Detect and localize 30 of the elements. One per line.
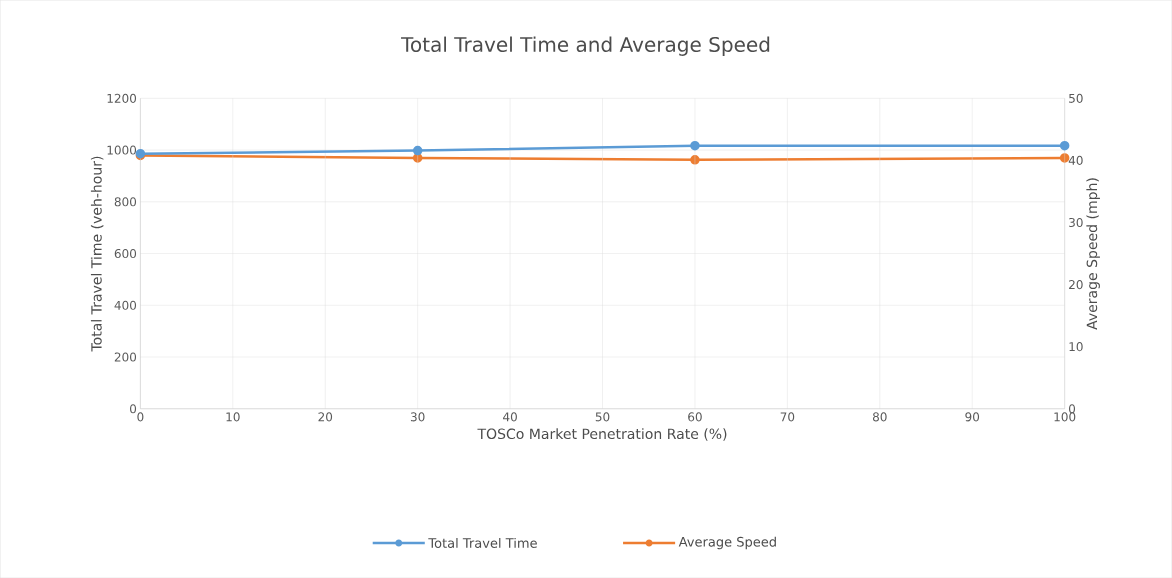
- x-tick-label: 20: [318, 412, 333, 422]
- x-axis-title: TOSCo Market Penetration Rate (%): [477, 428, 727, 441]
- legend-label: Total Travel Time: [428, 537, 537, 548]
- y-tick-label: 800: [114, 197, 137, 207]
- y2-tick-label: 20: [1069, 279, 1083, 290]
- y-tick-label: 1000: [107, 145, 137, 155]
- x-tick-label: 100: [1054, 412, 1076, 422]
- y2-tick-label: 30: [1069, 217, 1083, 227]
- x-tick-label: 10: [226, 412, 240, 422]
- y-tick-label: 0: [130, 404, 137, 414]
- x-tick-label: 30: [410, 412, 425, 422]
- y-tick-label: 200: [114, 352, 137, 362]
- x-tick-label: 0: [137, 412, 144, 422]
- y2-tick-label: 50: [1069, 93, 1083, 103]
- y2-tick-label: 10: [1069, 342, 1083, 352]
- x-tick-label: 60: [688, 412, 702, 422]
- x-tick-label: 90: [965, 412, 980, 422]
- y2-axis-title: Average Speed (mph): [1086, 178, 1100, 330]
- chart-title: Total Travel Time and Average Speed: [401, 36, 770, 56]
- x-tick-label: 40: [503, 412, 517, 422]
- y-axis-title: Total Travel Time (veh-hour): [90, 156, 104, 352]
- legend-label: Average Speed: [678, 536, 776, 550]
- x-tick-label: 70: [780, 412, 795, 422]
- y2-tick-label: 0: [1068, 404, 1076, 414]
- y-tick-label: 1200: [107, 93, 137, 103]
- x-tick-label: 50: [595, 412, 610, 422]
- y2-tick-label: 40: [1068, 155, 1083, 165]
- y-tick-label: 600: [114, 248, 137, 259]
- x-tick-label: 80: [872, 412, 887, 422]
- y-tick-label: 400: [114, 300, 137, 310]
